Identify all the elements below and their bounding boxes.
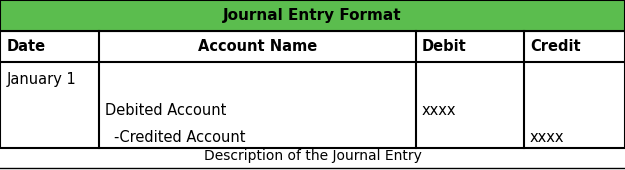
Text: Description of the Journal Entry: Description of the Journal Entry <box>204 149 421 163</box>
Text: xxxx: xxxx <box>530 130 564 145</box>
Text: Debit: Debit <box>422 39 467 54</box>
Text: Account Name: Account Name <box>198 39 317 54</box>
Text: Date: Date <box>6 39 46 54</box>
Text: xxxx: xxxx <box>422 103 456 118</box>
Bar <box>0 31 625 148</box>
Text: January 1: January 1 <box>6 72 76 87</box>
Bar <box>0 0 625 31</box>
Text: Credit: Credit <box>530 39 581 54</box>
Text: Debited Account: Debited Account <box>105 103 226 118</box>
Text: Journal Entry Format: Journal Entry Format <box>223 8 402 23</box>
Text: -Credited Account: -Credited Account <box>114 130 246 145</box>
